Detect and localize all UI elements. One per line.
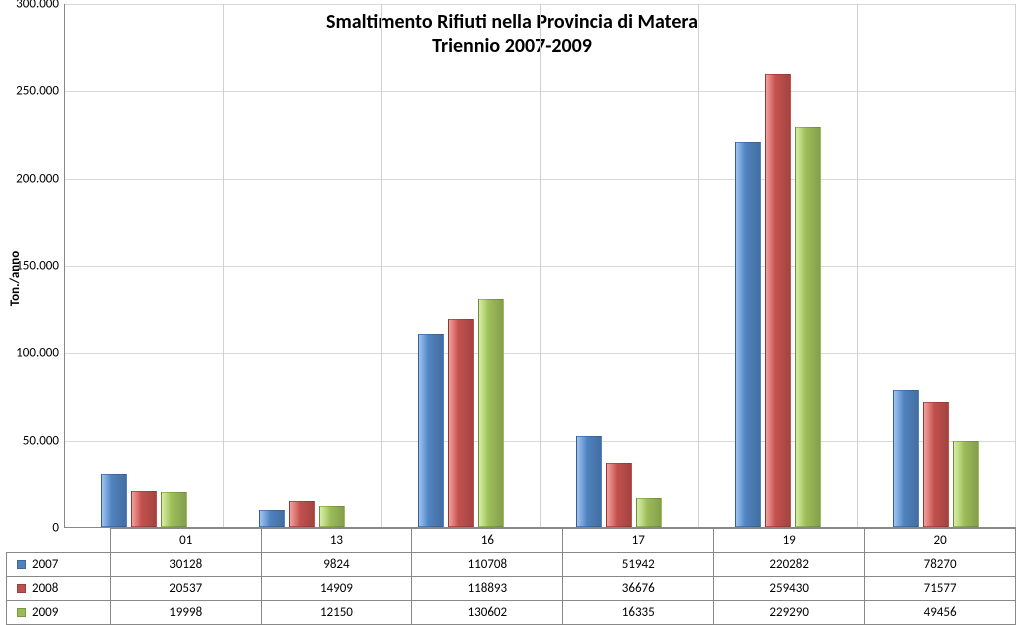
bar [418, 334, 444, 527]
bar [259, 510, 285, 527]
series-legend-cell: 2009 [7, 601, 111, 625]
bar [131, 491, 157, 527]
table-cell: 78270 [865, 553, 1016, 577]
table-row: 2008 20537149091188933667625943071577 [7, 577, 1016, 601]
bar [448, 319, 474, 527]
bar [795, 127, 821, 527]
bar [101, 474, 127, 527]
bar [478, 299, 504, 527]
bar-group [541, 4, 700, 527]
table-category-header: 01 [110, 529, 261, 553]
y-tick-label: 50.000 [23, 433, 59, 448]
series-legend-cell: 2008 [7, 577, 111, 601]
table-corner [7, 529, 111, 553]
bar-group [65, 4, 224, 527]
bar [161, 492, 187, 527]
legend-swatch-icon [17, 608, 26, 617]
bar-group [858, 4, 1017, 527]
table-cell: 36676 [563, 577, 714, 601]
bar-group [382, 4, 541, 527]
table-cell: 49456 [865, 601, 1016, 625]
legend-swatch-icon [17, 584, 26, 593]
table-row: 2007 3012898241107085194222028278270 [7, 553, 1016, 577]
bar [735, 142, 761, 527]
series-name: 2009 [32, 605, 58, 620]
table-cell: 259430 [714, 577, 865, 601]
legend-swatch-icon [17, 560, 26, 569]
y-tick-label: 300.000 [16, 0, 59, 12]
data-table: 011316171920 2007 301289824110708519422202… [6, 528, 1016, 625]
y-tick-label: 100.000 [16, 346, 59, 361]
table-cell: 51942 [563, 553, 714, 577]
table-row: 2009 19998121501306021633522929049456 [7, 601, 1016, 625]
table-category-header: 17 [563, 529, 714, 553]
bar [765, 74, 791, 527]
bar-groups [65, 4, 1016, 527]
table-cell: 220282 [714, 553, 865, 577]
table-category-header: 19 [714, 529, 865, 553]
plot-area: 050.000100.000150.000200.000250.000300.0… [64, 4, 1016, 528]
bar [606, 463, 632, 527]
table-cell: 12150 [261, 601, 412, 625]
bar [319, 506, 345, 527]
table-cell: 9824 [261, 553, 412, 577]
series-legend-cell: 2007 [7, 553, 111, 577]
bar [923, 402, 949, 527]
table-category-header: 16 [412, 529, 563, 553]
bar-group [224, 4, 383, 527]
series-name: 2008 [32, 581, 58, 596]
table-cell: 14909 [261, 577, 412, 601]
table-cell: 71577 [865, 577, 1016, 601]
y-tick-label: 200.000 [16, 171, 59, 186]
table-category-header: 20 [865, 529, 1016, 553]
bar-group [699, 4, 858, 527]
y-tick-label: 150.000 [16, 259, 59, 274]
table-cell: 130602 [412, 601, 563, 625]
table-cell: 19998 [110, 601, 261, 625]
bar [893, 390, 919, 527]
table-cell: 229290 [714, 601, 865, 625]
table-cell: 118893 [412, 577, 563, 601]
bar [576, 436, 602, 527]
table-cell: 16335 [563, 601, 714, 625]
table-category-header: 13 [261, 529, 412, 553]
table-cell: 30128 [110, 553, 261, 577]
chart-container: Smaltimento Rifiuti nella Provincia di M… [0, 0, 1024, 622]
series-name: 2007 [32, 557, 58, 572]
bar [953, 441, 979, 527]
bar [636, 498, 662, 527]
table-header-row: 011316171920 [7, 529, 1016, 553]
bar [289, 501, 315, 527]
table-cell: 110708 [412, 553, 563, 577]
y-tick-label: 250.000 [16, 84, 59, 99]
table-cell: 20537 [110, 577, 261, 601]
